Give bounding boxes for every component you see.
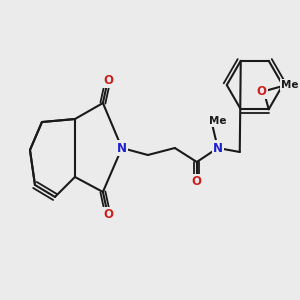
Text: N: N [213,142,223,154]
Text: N: N [117,142,127,154]
Text: Me: Me [281,80,298,90]
Text: O: O [103,74,113,87]
Text: O: O [103,208,113,221]
Text: O: O [257,85,267,98]
Text: Me: Me [209,116,226,126]
Text: O: O [192,176,202,188]
